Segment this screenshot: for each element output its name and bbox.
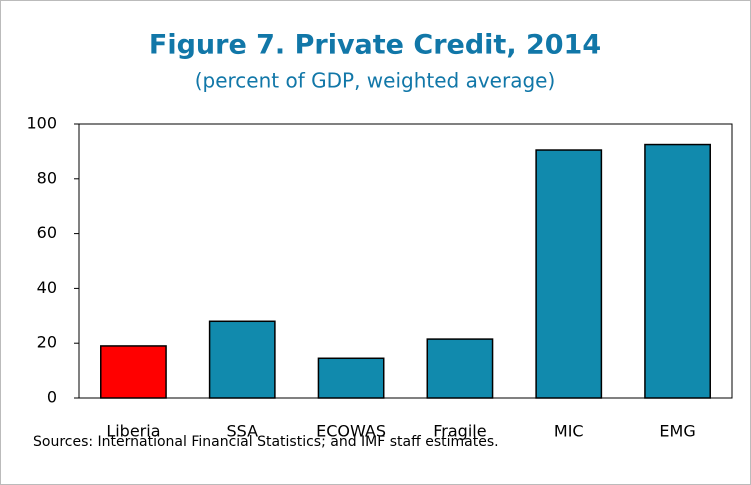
plot-area bbox=[78, 123, 733, 399]
bar bbox=[426, 338, 494, 399]
x-tick-label: Liberia bbox=[106, 422, 160, 441]
bar bbox=[208, 320, 276, 399]
bar bbox=[100, 345, 167, 399]
y-tick-label: 60 bbox=[37, 223, 57, 242]
x-tick-label: Fragile bbox=[433, 422, 486, 441]
y-tick-label: 80 bbox=[37, 168, 57, 187]
y-tick-label: 0 bbox=[47, 388, 57, 407]
bar bbox=[317, 357, 385, 399]
chart-title: Figure 7. Private Credit, 2014 bbox=[149, 30, 601, 61]
x-tick-label: EMG bbox=[659, 422, 695, 441]
y-tick-label: 40 bbox=[37, 278, 57, 297]
x-tick-label: ECOWAS bbox=[316, 422, 386, 441]
y-tick-label: 100 bbox=[26, 114, 57, 133]
x-tick-label: SSA bbox=[226, 422, 258, 441]
bar bbox=[535, 149, 603, 399]
source-note: Sources: International Financial Statist… bbox=[33, 434, 499, 450]
chart-subtitle: (percent of GDP, weighted average) bbox=[195, 69, 556, 93]
y-tick-label: 20 bbox=[37, 333, 57, 352]
bar bbox=[644, 143, 711, 399]
x-tick-label: MIC bbox=[554, 422, 584, 441]
